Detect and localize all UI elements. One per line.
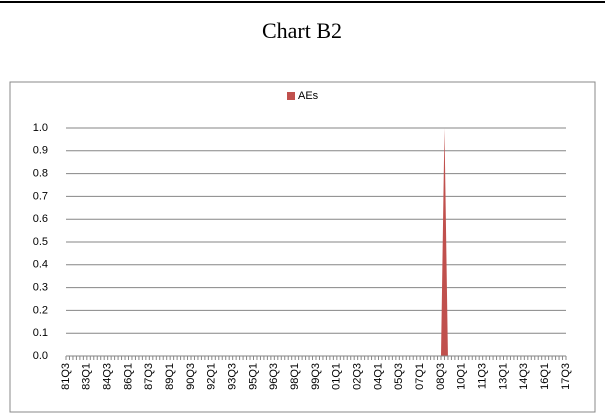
x-tick-label: 89Q1	[164, 363, 176, 390]
x-tick-label: 87Q3	[143, 363, 155, 390]
x-tick-label: 04Q1	[372, 363, 384, 390]
y-tick-label: 1.0	[33, 122, 48, 134]
x-tick-label: 99Q3	[310, 363, 322, 390]
y-tick-label: 0.9	[33, 145, 48, 157]
x-tick-label: 95Q1	[247, 363, 259, 390]
chart-frame	[9, 81, 596, 413]
legend-label: AEs	[298, 90, 319, 102]
x-tick-label: 08Q3	[435, 363, 447, 390]
y-tick-label: 0.0	[33, 350, 48, 362]
x-tick-label: 84Q3	[102, 363, 114, 390]
x-tick-label: 98Q1	[289, 363, 301, 390]
x-tick-label: 83Q1	[81, 363, 93, 390]
x-tick-label: 93Q3	[227, 363, 239, 390]
x-tick-label: 11Q3	[477, 363, 489, 389]
y-tick-label: 0.1	[33, 327, 48, 339]
chart-title: Chart B2	[262, 18, 342, 43]
y-tick-label: 0.7	[33, 190, 48, 202]
legend-swatch	[287, 92, 295, 100]
x-tick-label: 02Q3	[352, 363, 364, 390]
y-tick-label: 0.2	[33, 304, 48, 316]
x-tick-label: 86Q1	[122, 363, 134, 390]
x-tick-label: 96Q3	[268, 363, 280, 390]
x-tick-label: 10Q1	[456, 363, 468, 390]
x-tick-label: 13Q1	[497, 363, 509, 390]
x-tick-label: 14Q3	[518, 363, 530, 390]
x-tick-label: 16Q1	[539, 363, 551, 390]
y-tick-label: 0.4	[33, 259, 48, 271]
y-tick-label: 0.5	[33, 236, 48, 248]
y-tick-label: 0.6	[33, 213, 48, 225]
x-tick-label: 01Q1	[331, 363, 343, 390]
x-tick-label: 05Q3	[393, 363, 405, 390]
y-tick-label: 0.8	[33, 168, 48, 180]
x-tick-label: 90Q3	[185, 363, 197, 390]
x-tick-label: 81Q3	[60, 363, 72, 390]
x-tick-label: 07Q1	[414, 363, 426, 390]
x-tick-label: 92Q1	[206, 363, 218, 390]
y-tick-label: 0.3	[33, 282, 48, 294]
x-tick-label: 17Q3	[560, 363, 572, 390]
